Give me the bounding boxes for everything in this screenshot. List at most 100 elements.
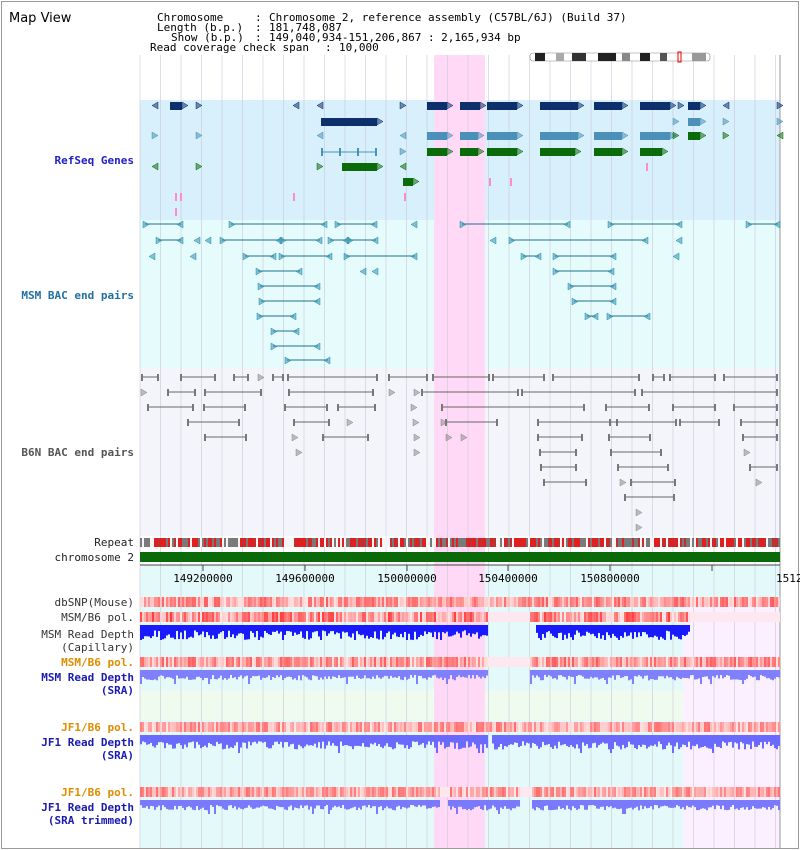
refseq-gene[interactable]	[460, 148, 478, 156]
bac-end-icon[interactable]	[567, 282, 575, 291]
bac-end-icon[interactable]	[459, 220, 467, 229]
gene-strand-icon[interactable]	[669, 101, 677, 110]
bac-end-icon[interactable]	[327, 236, 335, 245]
bac-end-icon[interactable]	[256, 312, 264, 321]
gene-arrow-icon[interactable]	[151, 131, 159, 140]
refseq-gene[interactable]	[342, 163, 377, 171]
bac-end-icon[interactable]	[242, 252, 250, 261]
bac-end-icon[interactable]	[743, 448, 751, 457]
bac-end-icon[interactable]	[619, 478, 627, 487]
gene-strand-icon[interactable]	[699, 117, 707, 126]
bac-end-icon[interactable]	[609, 282, 617, 291]
bac-end-icon[interactable]	[270, 342, 278, 351]
bac-end-icon[interactable]	[773, 220, 781, 229]
bac-end-icon[interactable]	[228, 220, 236, 229]
bac-end-icon[interactable]	[289, 312, 297, 321]
gene-strand-icon[interactable]	[477, 147, 485, 156]
gene-strand-icon[interactable]	[446, 131, 454, 140]
gene-strand-icon[interactable]	[446, 101, 454, 110]
gene-arrow-icon[interactable]	[722, 101, 730, 110]
msm-bac-end-pairs-label[interactable]: MSM BAC end pairs	[21, 289, 134, 302]
gene-strand-icon[interactable]	[661, 147, 669, 156]
refseq-gene[interactable]	[460, 102, 480, 110]
bac-end-icon[interactable]	[346, 418, 354, 427]
bac-end-icon[interactable]	[292, 327, 300, 336]
refseq-gene[interactable]	[640, 132, 670, 140]
refseq-gene[interactable]	[688, 102, 700, 110]
bac-end-icon[interactable]	[755, 478, 763, 487]
refseq-genes-label[interactable]: RefSeq Genes	[54, 154, 134, 167]
gene-strand-icon[interactable]	[376, 117, 384, 126]
refseq-gene[interactable]	[487, 132, 517, 140]
bac-end-icon[interactable]	[552, 267, 560, 276]
bac-end-icon[interactable]	[413, 388, 421, 397]
gene-arrow-icon[interactable]	[316, 131, 324, 140]
refseq-gene[interactable]	[460, 132, 478, 140]
gene-arrow-icon[interactable]	[316, 162, 324, 171]
refseq-gene[interactable]	[487, 148, 517, 156]
bac-end-icon[interactable]	[520, 252, 528, 261]
bac-end-icon[interactable]	[325, 252, 333, 261]
bac-end-icon[interactable]	[410, 220, 418, 229]
bac-end-icon[interactable]	[257, 282, 265, 291]
refseq-gene[interactable]	[594, 102, 622, 110]
bac-end-icon[interactable]	[388, 388, 396, 397]
b6n-bac-end-pairs-label[interactable]: B6N BAC end pairs	[21, 446, 134, 459]
bac-end-icon[interactable]	[313, 282, 321, 291]
bac-end-icon[interactable]	[371, 236, 379, 245]
gene-arrow-icon[interactable]	[776, 101, 784, 110]
gene-arrow-icon[interactable]	[151, 162, 159, 171]
bac-end-icon[interactable]	[641, 236, 649, 245]
refseq-gene[interactable]	[688, 132, 700, 140]
gene-arrow-icon[interactable]	[195, 131, 203, 140]
gene-arrow-icon[interactable]	[151, 101, 159, 110]
refseq-gene[interactable]	[427, 132, 447, 140]
gene-arrow-icon[interactable]	[399, 131, 407, 140]
gene-arrow-icon[interactable]	[399, 147, 407, 156]
refseq-gene[interactable]	[594, 132, 622, 140]
refseq-gene[interactable]	[540, 132, 578, 140]
bac-end-icon[interactable]	[370, 220, 378, 229]
bac-end-icon[interactable]	[295, 267, 303, 276]
gene-strand-icon[interactable]	[621, 131, 629, 140]
refseq-gene[interactable]	[540, 148, 575, 156]
bac-end-icon[interactable]	[315, 236, 323, 245]
bac-end-icon[interactable]	[255, 267, 263, 276]
gene-strand-icon[interactable]	[516, 131, 524, 140]
bac-end-icon[interactable]	[609, 252, 617, 261]
gene-strand-icon[interactable]	[376, 162, 384, 171]
gene-arrow-icon[interactable]	[722, 131, 730, 140]
refseq-gene[interactable]	[321, 118, 377, 126]
gene-arrow-icon[interactable]	[399, 101, 407, 110]
refseq-gene[interactable]	[540, 102, 578, 110]
refseq-gene[interactable]	[688, 118, 700, 126]
gene-strand-icon[interactable]	[699, 101, 707, 110]
bac-end-icon[interactable]	[313, 342, 321, 351]
bac-end-icon[interactable]	[291, 433, 299, 442]
gene-arrow-icon[interactable]	[672, 117, 680, 126]
gene-strand-icon[interactable]	[621, 147, 629, 156]
bac-end-icon[interactable]	[508, 236, 516, 245]
bac-end-icon[interactable]	[279, 236, 287, 245]
bac-end-icon[interactable]	[445, 433, 453, 442]
gene-strand-icon[interactable]	[577, 101, 585, 110]
bac-end-icon[interactable]	[204, 236, 212, 245]
bac-end-icon[interactable]	[320, 220, 328, 229]
bac-end-icon[interactable]	[140, 388, 148, 397]
bac-end-icon[interactable]	[440, 418, 448, 427]
bac-end-icon[interactable]	[258, 297, 266, 306]
bac-end-icon[interactable]	[219, 236, 227, 245]
bac-end-icon[interactable]	[410, 403, 418, 412]
bac-end-icon[interactable]	[343, 252, 351, 261]
refseq-gene[interactable]	[640, 102, 670, 110]
bac-end-icon[interactable]	[371, 267, 379, 276]
gene-arrow-icon[interactable]	[316, 101, 324, 110]
bac-end-icon[interactable]	[148, 252, 156, 261]
bac-end-icon[interactable]	[571, 297, 579, 306]
bac-end-icon[interactable]	[189, 252, 197, 261]
bac-end-icon[interactable]	[584, 312, 592, 321]
bac-end-icon[interactable]	[643, 312, 651, 321]
gene-strand-icon[interactable]	[516, 147, 524, 156]
bac-end-icon[interactable]	[176, 236, 184, 245]
gene-strand-icon[interactable]	[574, 147, 582, 156]
